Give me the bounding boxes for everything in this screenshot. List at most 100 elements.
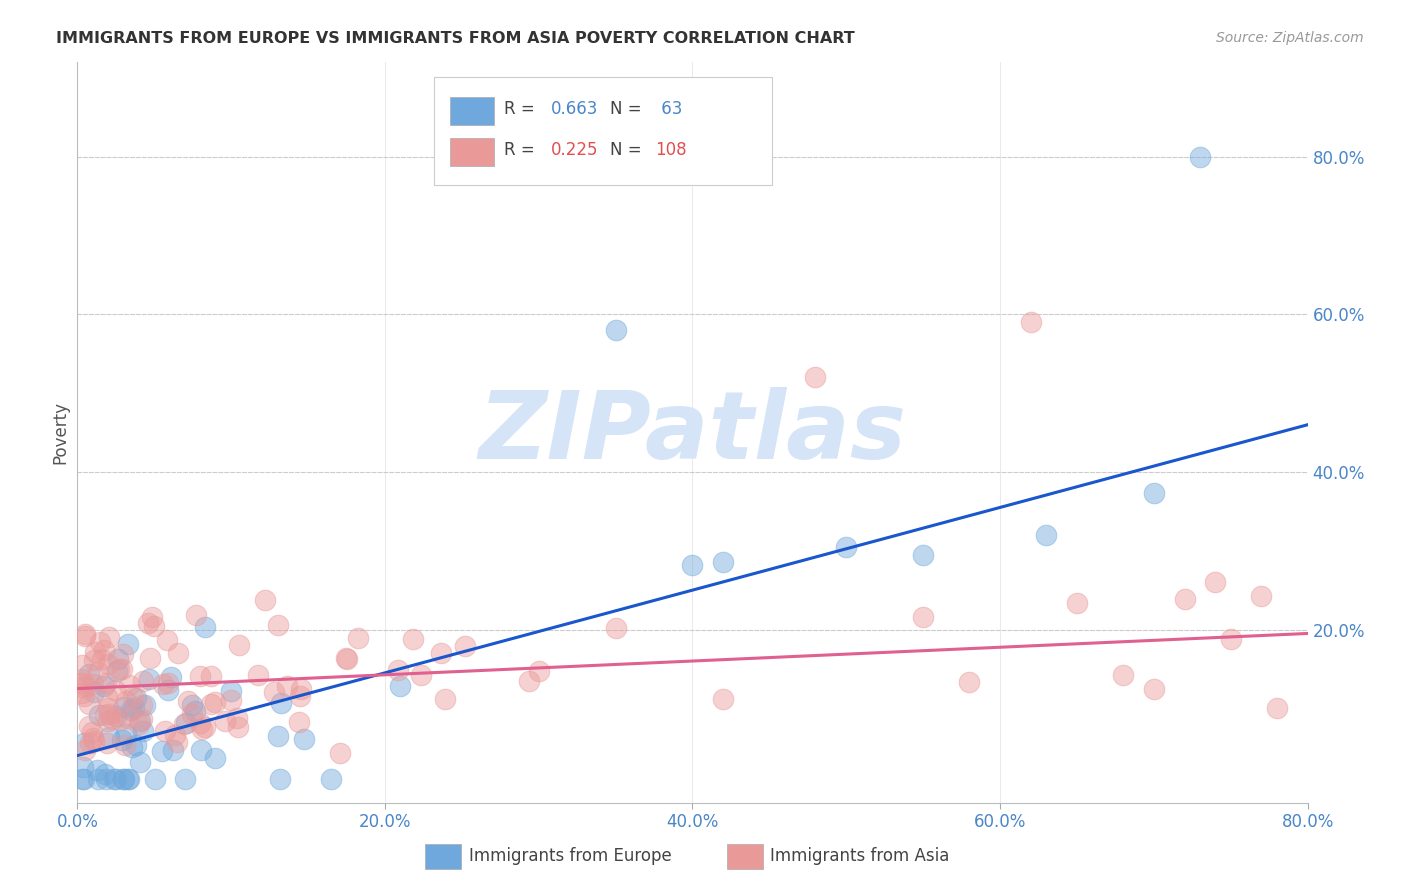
Text: ZIPatlas: ZIPatlas <box>478 386 907 479</box>
Point <box>93 679 115 693</box>
FancyBboxPatch shape <box>450 138 495 166</box>
Point <box>219 693 242 707</box>
FancyBboxPatch shape <box>426 844 461 870</box>
Point <box>152 677 174 691</box>
Point <box>83 653 105 667</box>
Point <box>124 701 146 715</box>
Point <box>957 675 980 690</box>
Point <box>166 735 188 749</box>
Point <box>181 706 204 721</box>
Point <box>605 323 627 337</box>
Point <box>70 772 93 787</box>
Point <box>107 662 129 676</box>
Text: R =: R = <box>505 100 540 118</box>
Point <box>173 717 195 731</box>
Point <box>219 684 242 698</box>
Point <box>200 668 222 682</box>
Point <box>527 664 550 678</box>
Point <box>188 668 211 682</box>
Point <box>336 651 359 665</box>
Point <box>174 715 197 730</box>
Point <box>1265 700 1288 714</box>
Point <box>104 772 127 787</box>
Point <box>79 736 101 750</box>
Point <box>194 720 217 734</box>
Point <box>138 672 160 686</box>
Point <box>98 630 121 644</box>
Point <box>118 772 141 787</box>
Point <box>156 683 179 698</box>
Point <box>79 719 101 733</box>
Point <box>86 763 108 777</box>
Point <box>122 690 145 705</box>
Point <box>129 714 152 728</box>
Point <box>409 668 432 682</box>
Point <box>117 637 139 651</box>
Point <box>70 672 93 686</box>
Point <box>288 714 311 729</box>
Point <box>101 712 124 726</box>
Point <box>82 677 104 691</box>
Point <box>290 681 312 696</box>
Point <box>246 668 269 682</box>
Point <box>117 711 139 725</box>
Point <box>226 720 249 734</box>
Point <box>263 685 285 699</box>
Point <box>711 555 734 569</box>
Point <box>93 767 115 781</box>
Point <box>84 645 107 659</box>
Text: R =: R = <box>505 141 540 159</box>
Point <box>120 703 142 717</box>
Point <box>73 736 96 750</box>
Point <box>186 608 208 623</box>
Point <box>111 661 134 675</box>
Point <box>1035 528 1057 542</box>
Point <box>200 698 222 712</box>
Point <box>1219 632 1241 646</box>
Point <box>112 700 135 714</box>
Point <box>97 701 120 715</box>
Point <box>93 643 115 657</box>
Point <box>70 657 93 672</box>
Point <box>429 646 451 660</box>
Point <box>319 772 342 787</box>
Point <box>162 743 184 757</box>
Point <box>605 621 627 635</box>
Point <box>167 646 190 660</box>
Point <box>86 772 108 787</box>
Point <box>87 665 110 679</box>
Point <box>143 772 166 787</box>
Point <box>115 727 138 741</box>
Point <box>94 708 117 723</box>
Point <box>105 709 128 723</box>
Point <box>267 729 290 743</box>
Point <box>96 675 118 690</box>
Point <box>105 665 128 679</box>
Point <box>75 627 97 641</box>
Point <box>117 772 139 787</box>
Point <box>1204 575 1226 590</box>
Point <box>912 610 935 624</box>
Point <box>276 679 298 693</box>
FancyBboxPatch shape <box>434 78 772 185</box>
Point <box>72 772 94 787</box>
Point <box>270 696 292 710</box>
Point <box>132 723 155 738</box>
Point <box>152 743 174 757</box>
Text: IMMIGRANTS FROM EUROPE VS IMMIGRANTS FROM ASIA POVERTY CORRELATION CHART: IMMIGRANTS FROM EUROPE VS IMMIGRANTS FRO… <box>56 31 855 46</box>
Point <box>129 756 152 770</box>
Point <box>104 682 127 697</box>
Point <box>1019 315 1042 329</box>
Text: 0.663: 0.663 <box>551 100 599 118</box>
Point <box>1143 682 1166 697</box>
Point <box>177 694 200 708</box>
FancyBboxPatch shape <box>727 844 762 870</box>
FancyBboxPatch shape <box>450 97 495 126</box>
Point <box>89 634 111 648</box>
Point <box>225 711 247 725</box>
Point <box>183 704 205 718</box>
Point <box>134 698 156 713</box>
Point <box>292 731 315 746</box>
Text: N =: N = <box>610 100 647 118</box>
Point <box>835 540 858 554</box>
